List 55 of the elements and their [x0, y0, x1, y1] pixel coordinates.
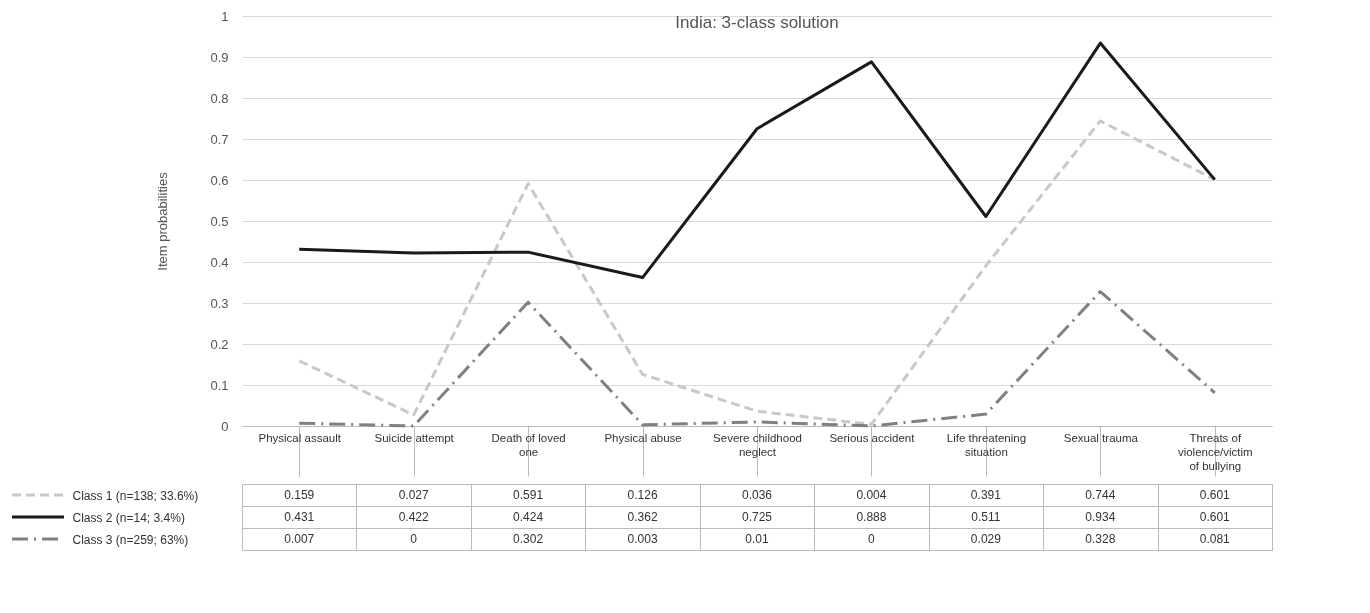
data-label: 0.01: [745, 532, 769, 546]
y-tick-label: 0.2: [210, 336, 229, 352]
data-label: 0.302: [513, 532, 544, 546]
line-series: [297, 41, 1217, 280]
x-tick-label: Physical assault: [258, 431, 342, 444]
x-tick-label: Threats of violence/victim of bullying: [1177, 431, 1253, 472]
y-tick-label: 0: [221, 418, 229, 434]
data-label: 0.004: [856, 488, 887, 502]
legend-label: Class 2 (n=14; 3.4%): [72, 510, 185, 525]
x-tick-label: Serious accident: [829, 431, 916, 444]
line-series: [297, 290, 1217, 428]
x-tick-label: Life threatening situation: [946, 431, 1027, 458]
data-label: 0.003: [627, 532, 658, 546]
data-label: 0.081: [1199, 532, 1231, 546]
line-series: [297, 119, 1217, 426]
legend-label: Class 1 (n=138; 33.6%): [72, 488, 199, 503]
data-label: 0: [868, 532, 876, 546]
y-tick-label: 0.7: [210, 131, 229, 147]
x-tick-label: Severe childhood neglect: [713, 431, 802, 458]
data-label: 0.601: [1199, 488, 1231, 502]
y-tick-label: 0.3: [210, 295, 229, 311]
data-label: 0.036: [741, 488, 773, 502]
data-label: 0.159: [284, 488, 315, 502]
x-tick-label: Suicide attempt: [374, 431, 455, 444]
data-label: 0.007: [284, 532, 315, 546]
x-tick-label: Sexual trauma: [1063, 431, 1139, 444]
data-label: 0.431: [284, 510, 315, 524]
y-tick-label: 0.6: [210, 172, 229, 188]
data-label: 0.744: [1085, 488, 1116, 502]
y-tick-label: 0.4: [210, 254, 229, 270]
data-label: 0.362: [627, 510, 658, 524]
chart-title: India: 3-class solution: [675, 13, 839, 32]
data-label: 0.391: [970, 488, 1002, 502]
data-label: 0.888: [856, 510, 887, 524]
y-axis-title: Item probabilities: [155, 171, 171, 271]
data-label: 0.601: [1199, 510, 1231, 524]
data-label: 0.328: [1085, 532, 1116, 546]
data-label: 0: [410, 532, 418, 546]
y-tick-label: 0.9: [210, 49, 229, 65]
data-label: 0.126: [627, 488, 658, 502]
x-tick-label: Death of loved one: [491, 431, 566, 458]
x-tick-label: Physical abuse: [604, 431, 682, 444]
legend-label: Class 3 (n=259; 63%): [72, 532, 189, 547]
data-label: 0.511: [971, 510, 1001, 524]
y-tick-label: 1: [221, 8, 229, 24]
y-tick-label: 0.8: [210, 90, 229, 106]
y-tick-label: 0.5: [210, 213, 229, 229]
data-label: 0.422: [398, 510, 430, 524]
data-label: 0.029: [970, 532, 1002, 546]
data-label: 0.934: [1085, 510, 1116, 524]
data-label: 0.725: [741, 510, 773, 524]
data-label: 0.424: [513, 510, 544, 524]
y-tick-label: 0.1: [210, 377, 229, 393]
data-label: 0.027: [398, 488, 430, 502]
data-label: 0.591: [513, 488, 544, 502]
